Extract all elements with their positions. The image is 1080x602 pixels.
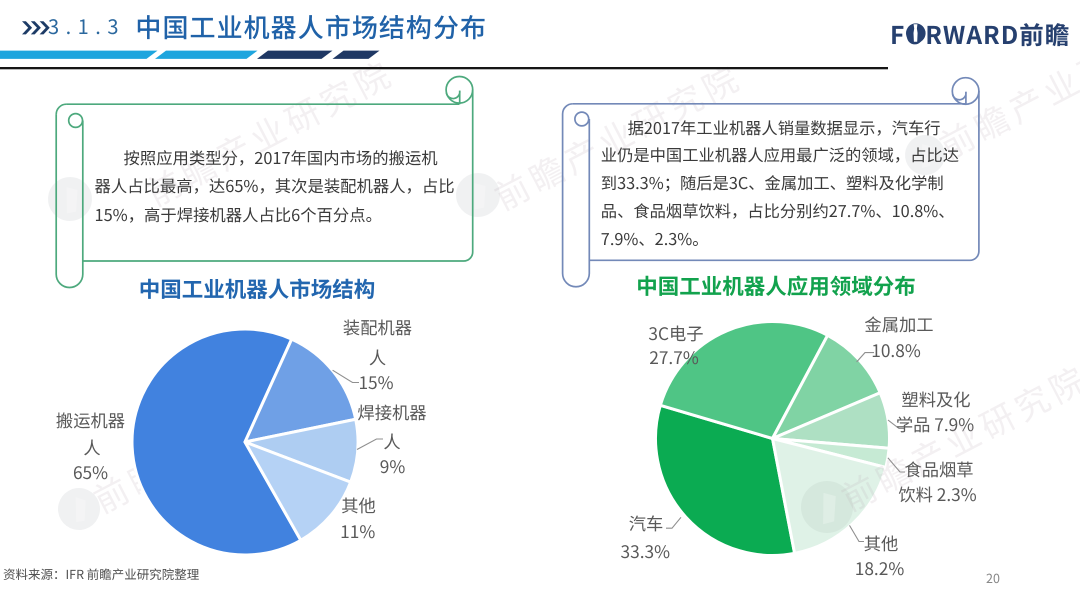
svg-text:前瞻产业研究院: 前瞻产业研究院 <box>832 351 1080 521</box>
